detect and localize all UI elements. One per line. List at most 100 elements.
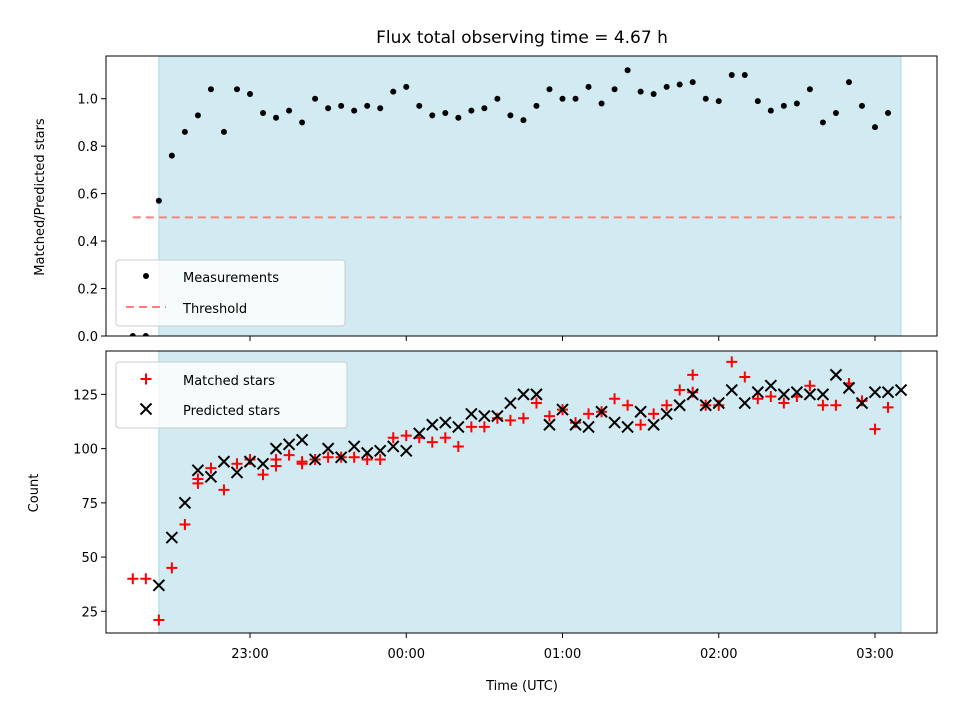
x-tick-label: 02:00	[700, 647, 737, 662]
matched-star-point	[439, 432, 451, 444]
legend-measurements-label: Measurements	[183, 271, 279, 286]
measurement-point	[247, 90, 253, 97]
predicted-star-point	[777, 388, 791, 401]
measurement-point	[455, 114, 462, 121]
matched-star-point	[713, 399, 725, 411]
measurement-point	[767, 107, 774, 114]
top-y-tick-label: 0.6	[77, 188, 98, 203]
matched-star-point	[465, 421, 477, 433]
matched-star-point	[426, 436, 438, 448]
measurement-point	[494, 95, 501, 102]
top-legend	[115, 259, 346, 327]
measurement-point	[624, 67, 631, 74]
measurement-point	[689, 79, 696, 86]
matched-star-point	[765, 391, 777, 403]
predicted-star-point	[816, 388, 830, 401]
predicted-star-point	[374, 444, 387, 457]
measurement-point	[325, 105, 332, 112]
predicted-star-point	[178, 496, 192, 510]
measurement-point	[559, 95, 566, 102]
bottom-plot-area	[127, 356, 908, 626]
predicted-star-point	[868, 386, 882, 399]
x-tick-label: 00:00	[388, 647, 425, 662]
legend-matched-label: Matched stars	[183, 374, 275, 389]
measurement-point	[207, 86, 214, 93]
matched-star-point	[257, 469, 269, 481]
predicted-star-point	[295, 433, 309, 447]
matched-star-point	[270, 453, 282, 465]
predicted-star-point	[204, 470, 218, 484]
measurement-point	[728, 71, 735, 78]
measurement-point	[338, 102, 345, 109]
measurement-point	[793, 100, 800, 107]
bottom-axes-frame	[105, 350, 938, 634]
measurement-point	[390, 88, 397, 95]
matched-star-point	[218, 484, 230, 496]
predicted-star-point	[491, 409, 504, 423]
measurement-point	[155, 197, 162, 204]
predicted-star-point	[308, 453, 322, 466]
measurement-point	[650, 90, 657, 97]
matched-star-point	[491, 412, 503, 424]
predicted-star-point	[217, 455, 231, 468]
matched-star-point	[179, 519, 191, 531]
matched-star-point	[231, 458, 243, 470]
measurement-point	[403, 83, 410, 90]
measurement-point	[194, 112, 201, 119]
predicted-star-point	[881, 386, 895, 399]
measurement-point	[780, 102, 787, 109]
matched-star-point	[583, 408, 595, 420]
measurement-point	[468, 107, 475, 114]
predicted-star-point	[595, 405, 608, 418]
matched-star-point	[804, 380, 816, 392]
predicted-star-point	[790, 386, 804, 399]
bottom-y-tick-label: 75	[81, 497, 98, 512]
matched-star-point	[374, 453, 386, 465]
bottom-y-tick-label: 25	[81, 605, 98, 620]
predicted-star-point	[803, 388, 817, 401]
matched-star-point	[517, 412, 529, 424]
matched-star-point	[648, 408, 660, 420]
measurement-point	[858, 102, 865, 109]
predicted-star-point	[569, 418, 582, 431]
measurement-point	[546, 86, 553, 93]
x-tick-label: 03:00	[856, 647, 893, 662]
matched-star-point	[622, 399, 634, 411]
top-y-tick-label: 0.4	[77, 235, 98, 250]
predicted-star-point	[191, 464, 205, 477]
predicted-star-point	[269, 442, 283, 455]
predicted-star-point	[855, 396, 869, 410]
matched-star-point	[687, 386, 699, 398]
measurement-point	[273, 114, 280, 121]
matched-star-point	[205, 462, 217, 474]
legend-matched-marker	[140, 373, 152, 385]
matched-star-point	[869, 423, 881, 435]
predicted-star-point	[243, 455, 257, 468]
bottom-y-tick-label: 125	[73, 388, 98, 403]
matched-star-point	[348, 451, 360, 463]
matched-star-point	[543, 410, 555, 422]
measurement-point	[364, 102, 371, 109]
measurement-point	[806, 86, 813, 93]
predicted-star-point	[517, 388, 530, 401]
predicted-star-point	[321, 442, 335, 455]
measurement-point	[507, 112, 514, 119]
predicted-star-point	[556, 403, 569, 416]
measurement-point	[168, 152, 175, 159]
predicted-star-point	[725, 383, 738, 397]
measurement-point	[533, 102, 540, 109]
measurement-point	[832, 109, 839, 116]
matched-star-point	[322, 451, 334, 463]
legend-threshold-label: Threshold	[182, 302, 247, 317]
legend-measurements-marker	[143, 273, 149, 279]
measurement-point	[676, 81, 683, 88]
measurement-point	[663, 83, 670, 90]
measurement-point	[286, 107, 293, 114]
matched-star-point	[166, 562, 178, 574]
matched-star-point	[752, 393, 764, 405]
predicted-star-point	[608, 416, 621, 429]
matched-star-point	[478, 421, 490, 433]
top-plot-area	[129, 67, 902, 336]
